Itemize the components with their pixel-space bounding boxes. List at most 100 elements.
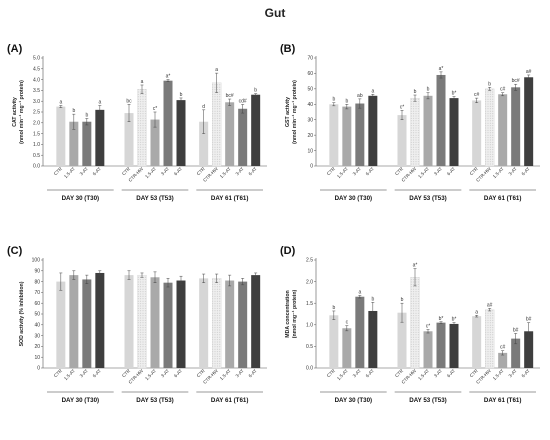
y-tick-label: 80	[34, 279, 40, 285]
y-tick-label: 20	[34, 344, 40, 350]
sod-activity-chart: (C) SOD activity (% inhibition) 0 10 20 30 40 5…	[7, 245, 267, 404]
y-tick-label: 3.5	[33, 88, 40, 94]
bar	[251, 94, 261, 166]
bar	[410, 277, 420, 369]
bar	[368, 95, 378, 166]
category-label: 1.5-AT	[417, 368, 430, 381]
cat-activity-chart: (A) CAT activity (nmol min⁻¹ mg⁻¹ protein)…	[7, 43, 267, 202]
significance-label: cd#	[239, 98, 247, 104]
bar	[95, 109, 105, 166]
category-label: 1.5-AT	[336, 166, 349, 179]
significance-label: b	[414, 89, 417, 95]
gst-activity-chart: (B) GST activity (nmol min⁻¹ mg⁻¹ protein)…	[280, 43, 540, 202]
group-label: DAY 30 (T30)	[62, 195, 100, 202]
significance-label: d	[202, 104, 205, 110]
category-label: 6-AT	[365, 368, 375, 378]
group-label: DAY 30 (T30)	[335, 397, 373, 404]
y-tick-label: 70	[34, 290, 40, 296]
y-axis-label-units: (nmol min⁻¹ mg⁻¹ protein)	[19, 80, 25, 144]
significance-label: b	[345, 98, 348, 104]
category-label: 6-AT	[92, 368, 102, 378]
bar	[449, 323, 459, 368]
bar	[56, 281, 66, 368]
bar	[449, 98, 459, 166]
significance-label: b#	[526, 317, 532, 323]
y-tick-label: 0.5	[306, 344, 313, 350]
category-label: CTR-HW	[401, 368, 418, 385]
category-label: 6-AT	[365, 166, 375, 176]
bar	[436, 74, 446, 166]
category-label: CTR-HW	[475, 166, 492, 183]
bar	[498, 352, 508, 368]
y-tick-label: 30	[307, 117, 313, 123]
significance-label: b	[180, 92, 183, 98]
bar	[355, 103, 365, 166]
category-label: 1.5-AT	[336, 368, 349, 381]
category-label: 6-AT	[446, 166, 456, 176]
bar	[150, 119, 160, 166]
panel-label: (D)	[280, 245, 296, 257]
bar	[524, 331, 534, 368]
category-label: 3-AT	[433, 166, 443, 176]
bar	[137, 274, 147, 369]
y-axis-label-units: (nmol min⁻¹ mg⁻¹ protein)	[292, 80, 298, 144]
group-label: DAY 53 (T53)	[136, 195, 174, 202]
bar	[56, 106, 66, 166]
significance-label: bc#	[512, 78, 520, 84]
category-label: 1.5-AT	[492, 166, 505, 179]
category-label: 6-AT	[173, 166, 183, 176]
category-label: CTR	[53, 166, 64, 177]
y-tick-label: 50	[34, 312, 40, 318]
category-label: CTR	[121, 368, 132, 379]
category-label: CTR	[394, 368, 405, 379]
category-label: CTR	[469, 166, 480, 177]
significance-label: c*	[153, 106, 158, 112]
significance-label: b*	[452, 91, 457, 97]
y-tick-label: 60	[307, 71, 313, 77]
bar	[524, 77, 534, 166]
y-tick-label: 50	[307, 87, 313, 93]
bar	[82, 279, 92, 368]
bar	[163, 282, 173, 368]
category-label: 3-AT	[352, 166, 362, 176]
bar	[163, 80, 173, 166]
group-label: DAY 30 (T30)	[62, 397, 100, 404]
figure-title: Gut	[264, 6, 286, 20]
bar	[238, 281, 248, 368]
category-label: 3-AT	[79, 166, 89, 176]
bar	[511, 338, 521, 368]
y-tick-label: 0.0	[33, 164, 40, 170]
bar	[329, 315, 339, 368]
category-label: 3-AT	[352, 368, 362, 378]
bar	[238, 108, 248, 166]
bar	[472, 316, 482, 368]
bar	[355, 296, 365, 368]
significance-label: a	[371, 88, 374, 94]
significance-label: b	[332, 305, 335, 311]
group-label: DAY 53 (T53)	[409, 397, 447, 404]
category-label: 3-AT	[508, 166, 518, 176]
y-tick-label: 2.0	[306, 279, 313, 285]
significance-label: a	[475, 309, 478, 315]
bar	[137, 89, 147, 167]
bar	[225, 280, 235, 368]
y-tick-label: 3.0	[33, 99, 40, 105]
category-label: 6-AT	[173, 368, 183, 378]
category-label: CTR-HW	[475, 368, 492, 385]
category-label: CTR-HW	[128, 166, 145, 183]
y-tick-label: 70	[307, 56, 313, 62]
bar	[410, 97, 420, 167]
y-tick-label: 2.5	[33, 110, 40, 116]
y-tick-label: 1.5	[306, 301, 313, 307]
significance-label: b	[85, 112, 88, 118]
panel-label: (B)	[280, 43, 296, 55]
category-label: CTR	[121, 166, 132, 177]
panel-label: (C)	[7, 245, 23, 257]
significance-label: a*	[166, 74, 171, 80]
y-tick-label: 4.5	[33, 67, 40, 73]
bar	[423, 95, 433, 166]
bar	[82, 121, 92, 166]
significance-label: b	[254, 88, 257, 94]
significance-label: b#	[513, 327, 519, 333]
category-label: CTR	[326, 166, 337, 177]
